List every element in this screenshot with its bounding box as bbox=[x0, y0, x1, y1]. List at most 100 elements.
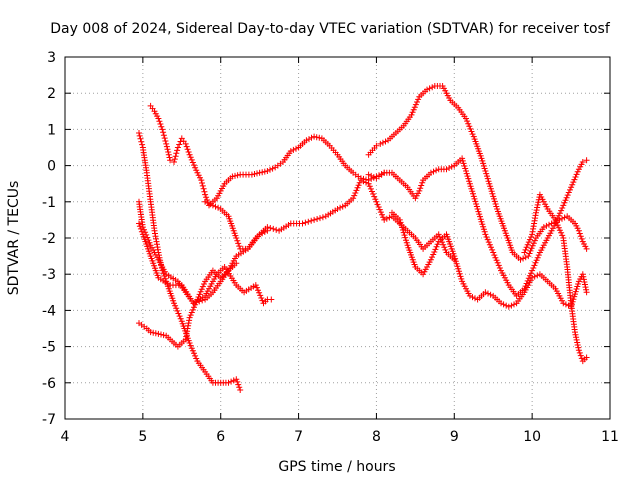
data-point bbox=[565, 189, 572, 196]
data-point bbox=[355, 182, 362, 189]
x-tick-label: 11 bbox=[601, 429, 619, 445]
data-point bbox=[174, 307, 181, 314]
data-point bbox=[264, 224, 271, 231]
data-point bbox=[374, 201, 381, 208]
data-point bbox=[269, 165, 276, 172]
data-point bbox=[199, 182, 206, 189]
data-point bbox=[399, 227, 406, 233]
data-point bbox=[482, 289, 489, 296]
data-point bbox=[570, 296, 577, 303]
data-point bbox=[373, 142, 380, 149]
data-point bbox=[200, 185, 207, 192]
data-point bbox=[176, 141, 183, 148]
data-point bbox=[546, 221, 552, 228]
data-point bbox=[253, 284, 260, 291]
data-point bbox=[379, 211, 385, 218]
data-point bbox=[526, 236, 533, 243]
data-point bbox=[498, 300, 504, 307]
data-point bbox=[522, 254, 529, 261]
data-point bbox=[192, 352, 199, 359]
data-point bbox=[187, 342, 194, 349]
data-point bbox=[426, 85, 433, 92]
data-point bbox=[264, 168, 271, 174]
data-point bbox=[182, 140, 189, 147]
data-point bbox=[569, 181, 576, 188]
data-point bbox=[558, 229, 565, 236]
data-point bbox=[496, 265, 503, 271]
data-point bbox=[256, 169, 263, 176]
data-point bbox=[489, 246, 496, 253]
series-track-2 bbox=[136, 260, 240, 350]
data-point bbox=[491, 198, 498, 205]
data-point bbox=[523, 244, 530, 251]
data-point bbox=[160, 132, 167, 139]
data-point bbox=[190, 300, 197, 307]
data-point bbox=[177, 315, 184, 322]
data-point bbox=[136, 223, 143, 230]
series-track-6 bbox=[202, 177, 458, 263]
data-point bbox=[520, 255, 527, 262]
data-point bbox=[167, 157, 174, 164]
data-point bbox=[530, 240, 537, 247]
data-point bbox=[495, 262, 502, 269]
data-point bbox=[261, 229, 268, 235]
data-point bbox=[175, 310, 182, 317]
data-point bbox=[540, 224, 547, 231]
data-point bbox=[559, 205, 566, 211]
data-point bbox=[534, 204, 541, 211]
y-tick-label: 1 bbox=[47, 122, 56, 138]
data-point bbox=[558, 207, 565, 214]
data-point bbox=[225, 379, 232, 386]
data-point bbox=[184, 146, 191, 153]
data-point bbox=[174, 147, 181, 154]
data-point bbox=[173, 305, 180, 312]
data-point bbox=[433, 167, 440, 174]
data-point bbox=[157, 121, 164, 127]
data-point bbox=[582, 284, 589, 291]
data-point bbox=[236, 243, 243, 250]
data-point bbox=[259, 169, 266, 176]
data-point bbox=[234, 378, 241, 385]
data-point bbox=[155, 115, 162, 122]
data-point bbox=[201, 281, 207, 287]
data-point bbox=[481, 228, 488, 235]
data-point bbox=[448, 163, 455, 170]
data-point bbox=[188, 309, 195, 316]
data-point bbox=[163, 140, 170, 147]
data-point bbox=[235, 381, 242, 388]
data-point bbox=[311, 216, 318, 223]
data-point bbox=[564, 192, 571, 199]
data-point bbox=[381, 216, 388, 223]
y-tick-label: 0 bbox=[47, 159, 56, 175]
data-point bbox=[191, 350, 197, 357]
data-point bbox=[560, 202, 567, 209]
data-point bbox=[578, 235, 585, 242]
data-point bbox=[207, 201, 214, 208]
data-point bbox=[452, 255, 459, 262]
data-point bbox=[543, 222, 550, 229]
data-point bbox=[429, 254, 435, 261]
data-point bbox=[424, 86, 430, 93]
data-point bbox=[373, 198, 380, 205]
data-point bbox=[166, 154, 173, 161]
series-track-9 bbox=[389, 209, 590, 310]
data-point bbox=[255, 287, 261, 294]
data-point bbox=[576, 349, 583, 356]
data-point bbox=[370, 191, 377, 197]
data-point bbox=[165, 151, 172, 158]
data-point bbox=[314, 216, 321, 222]
data-point bbox=[163, 143, 170, 150]
data-point bbox=[273, 226, 280, 233]
data-point bbox=[236, 384, 243, 391]
data-point bbox=[138, 228, 145, 235]
data-point bbox=[268, 296, 275, 303]
data-point bbox=[494, 259, 501, 266]
data-point bbox=[493, 257, 500, 264]
data-point bbox=[228, 378, 235, 385]
data-point bbox=[215, 204, 222, 211]
data-point bbox=[183, 143, 190, 150]
data-point bbox=[577, 352, 584, 359]
data-point bbox=[197, 288, 204, 295]
data-point bbox=[136, 132, 143, 139]
data-point bbox=[293, 145, 299, 152]
